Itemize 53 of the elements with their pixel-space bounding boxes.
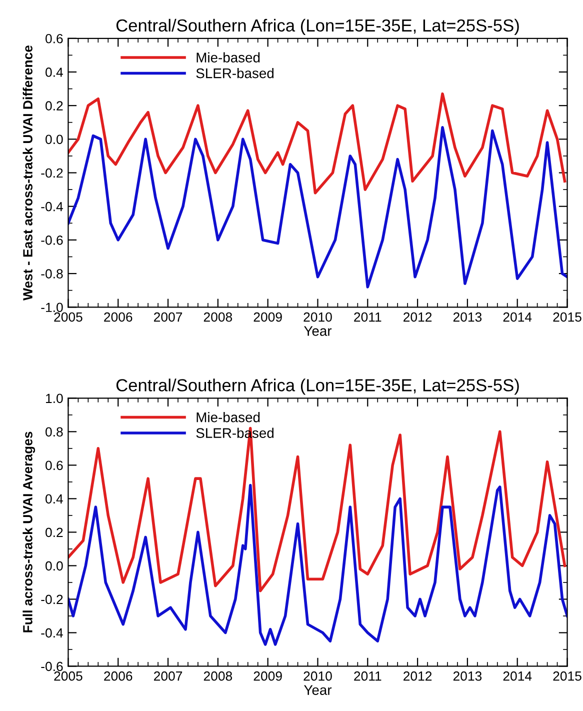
chart-title: Central/Southern Africa (Lon=15E-35E, Lat=25S-5S) bbox=[116, 378, 519, 395]
legend-label: SLER-based bbox=[196, 68, 274, 78]
x-tick-label: 2008 bbox=[204, 671, 232, 681]
y-tick-label: 0.8 bbox=[46, 427, 63, 437]
x-tick-label: 2013 bbox=[453, 312, 482, 322]
x-axis-title: Year bbox=[304, 685, 332, 695]
line-series bbox=[68, 484, 568, 646]
line-series bbox=[68, 92, 566, 194]
x-tick-label: 2012 bbox=[404, 312, 432, 322]
line-series bbox=[68, 426, 566, 592]
x-tick-label: 2015 bbox=[553, 671, 582, 681]
x-axis-title: Year bbox=[304, 326, 332, 336]
y-tick-label: 1.0 bbox=[46, 394, 63, 404]
x-tick-label: 2010 bbox=[304, 312, 332, 322]
y-tick-label: 0.6 bbox=[46, 460, 63, 470]
y-axis-title: West - East across-track UVAI Difference bbox=[22, 45, 32, 300]
y-tick-label: -0.4 bbox=[41, 202, 63, 212]
y-tick-label: 0.2 bbox=[46, 101, 63, 110]
legend-label: Mie-based bbox=[196, 52, 260, 62]
x-tick-label: 2011 bbox=[354, 312, 382, 322]
x-tick-label: 2010 bbox=[304, 671, 332, 681]
chart-title: Central/Southern Africa (Lon=15E-35E, Lat=25S-5S) bbox=[116, 18, 519, 36]
x-tick-label: 2013 bbox=[453, 671, 482, 681]
y-tick-label: -0.2 bbox=[41, 594, 63, 604]
y-axis-title: Full across-track UVAI Averages bbox=[22, 432, 36, 632]
x-tick-label: 2015 bbox=[553, 312, 582, 322]
x-tick-label: 2011 bbox=[354, 671, 382, 681]
y-tick-label: 0.4 bbox=[46, 68, 63, 77]
x-tick-label: 2005 bbox=[54, 671, 82, 681]
line-series bbox=[68, 126, 568, 288]
x-tick-label: 2014 bbox=[503, 671, 532, 681]
y-tick-label: -0.4 bbox=[41, 628, 63, 638]
y-tick-label: -0.8 bbox=[41, 269, 63, 278]
y-tick-label: 0.4 bbox=[46, 494, 63, 504]
y-tick-label: 0.6 bbox=[46, 34, 63, 44]
x-tick-label: 2009 bbox=[254, 312, 282, 322]
x-tick-label: 2006 bbox=[104, 312, 132, 322]
x-tick-label: 2008 bbox=[204, 312, 232, 322]
x-tick-label: 2006 bbox=[104, 671, 132, 681]
y-tick-label: 0.0 bbox=[46, 134, 63, 144]
x-tick-label: 2007 bbox=[154, 312, 182, 322]
x-tick-label: 2014 bbox=[503, 312, 532, 322]
x-tick-label: 2009 bbox=[254, 671, 282, 681]
y-tick-label: 0.0 bbox=[46, 561, 63, 571]
x-tick-label: 2012 bbox=[404, 671, 432, 681]
x-tick-label: 2007 bbox=[154, 671, 182, 681]
y-tick-label: -1.0 bbox=[41, 302, 63, 312]
y-tick-label: -0.6 bbox=[41, 662, 63, 672]
y-tick-label: -0.6 bbox=[41, 236, 63, 245]
y-tick-label: -0.2 bbox=[41, 168, 63, 178]
legend-label: Mie-based bbox=[196, 412, 260, 422]
x-tick-label: 2005 bbox=[54, 312, 82, 322]
y-tick-label: 0.2 bbox=[46, 528, 63, 538]
